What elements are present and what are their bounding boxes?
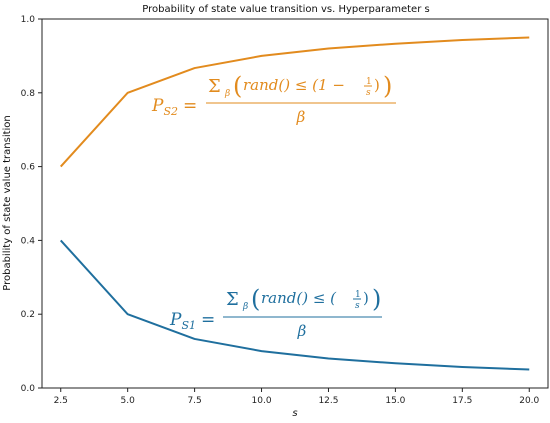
series-line-1	[60, 36, 530, 168]
y-axis: 0.0 0.2 0.4 0.6 0.8 1.0	[21, 15, 42, 394]
formula-s1-sum: Σ	[226, 289, 239, 310]
series-line-2	[60, 239, 530, 371]
x-tick-label: 12.5	[318, 396, 338, 406]
formula-s1-frac-den: s	[355, 301, 360, 311]
series-layer	[60, 36, 530, 371]
formula-s1-denominator: β	[297, 322, 307, 340]
formula-s1-lhs: PS1 =	[169, 310, 215, 332]
y-tick-label: 1.0	[21, 15, 36, 25]
formula-s1: PS1 = Σ β ( rand() ≤ ( 1 s ) ) β	[169, 285, 382, 340]
formula-s1-numerator: rand() ≤ (	[261, 289, 337, 307]
y-tick-label: 0.2	[21, 310, 35, 320]
formula-s2-denominator: β	[296, 108, 306, 126]
x-tick-label: 2.5	[54, 396, 68, 406]
formula-s2-close: )	[374, 76, 380, 94]
x-tick-label: 5.0	[121, 396, 136, 406]
formula-s2-close-big: )	[383, 72, 392, 100]
formula-s1-sum-sub: β	[242, 302, 248, 312]
x-tick-label: 17.5	[452, 396, 472, 406]
plot-area	[41, 18, 549, 389]
formula-s2: PS2 = Σ β ( rand() ≤ (1 − 1 s ) ) β	[151, 72, 396, 126]
formula-s2-frac-num: 1	[366, 77, 372, 87]
x-axis: 2.5 5.0 7.5 10.0 12.5 15.0 17.5 20.0	[54, 388, 540, 406]
chart-title: Probability of state value transition vs…	[142, 4, 429, 15]
formula-s1-open-paren: (	[251, 285, 260, 313]
plot-frame	[41, 18, 549, 389]
y-tick-label: 0.0	[21, 384, 36, 394]
formula-s2-numerator: rand() ≤ (1 −	[243, 76, 345, 94]
formula-s2-sum-sub: β	[224, 89, 230, 99]
formula-s2-sum: Σ	[208, 76, 221, 97]
formula-s2-open-paren: (	[233, 72, 242, 100]
y-tick-label: 0.4	[21, 236, 36, 246]
formula-s1-frac-num: 1	[355, 290, 361, 300]
formula-s2-lhs: PS2 =	[151, 96, 197, 118]
y-tick-label: 0.8	[21, 89, 36, 99]
x-tick-label: 10.0	[252, 396, 272, 406]
x-tick-label: 7.5	[187, 396, 201, 406]
formula-s1-close-big: )	[372, 285, 381, 313]
x-axis-label: s	[292, 408, 297, 419]
y-tick-label: 0.6	[21, 163, 36, 173]
formula-s2-frac-den: s	[366, 88, 371, 98]
formula-s1-close: )	[363, 289, 369, 307]
x-tick-label: 20.0	[519, 396, 539, 406]
y-axis-label: Probability of state value transition	[2, 115, 13, 291]
x-tick-label: 15.0	[385, 396, 405, 406]
